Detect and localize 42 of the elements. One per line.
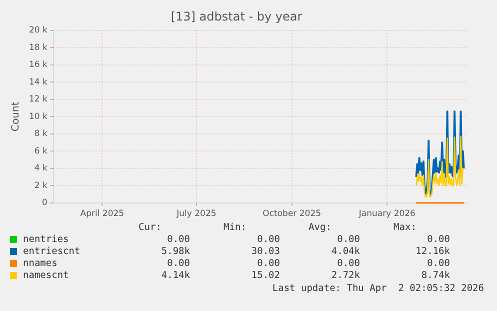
y-tick-label: 4 k	[34, 164, 48, 174]
text: 2.72k	[330, 270, 360, 282]
legend-label: nentries	[23, 234, 69, 245]
legend-label: entriescnt	[23, 246, 80, 257]
text: 0.00	[256, 234, 280, 246]
y-tick-label: 12 k	[28, 94, 48, 105]
y-tick-label: 10 k	[28, 112, 48, 122]
text: Cur:	[138, 222, 162, 234]
x-tick-label: October 2025	[262, 209, 322, 220]
x-tick-label: July 2025	[176, 209, 216, 220]
legend-label: namescnt	[23, 270, 69, 281]
y-tick-label: 16 k	[28, 60, 48, 70]
y-tick-label: 2 k	[34, 180, 48, 191]
text: 0.00	[336, 234, 360, 246]
text: 0.00	[256, 258, 280, 270]
y-tick-label: 14 k	[28, 77, 48, 88]
text: 4.04k	[330, 246, 360, 258]
text: Last update: Thu Apr 2 02:05:32 2026	[272, 283, 484, 294]
text: 5.98k	[160, 246, 190, 258]
text: Max:	[392, 222, 418, 234]
text: 15.02	[250, 270, 280, 282]
text: 0.00	[426, 258, 450, 270]
text: Avg:	[308, 222, 332, 234]
text: Min:	[222, 222, 248, 234]
text: 0.00	[166, 258, 190, 270]
text: 12.16k	[414, 246, 450, 258]
text: 4.14k	[160, 270, 190, 282]
y-tick-label: 20 k	[28, 26, 48, 36]
text: 0.00	[166, 234, 190, 246]
y-tick-label: 18 k	[28, 42, 48, 53]
y-tick-label: 6 k	[34, 146, 48, 156]
y-axis-title: Count	[10, 102, 22, 132]
chart-title: [13] adbstat - by year	[170, 9, 302, 24]
text: 30.03	[250, 246, 280, 258]
text: 0.00	[336, 258, 360, 270]
x-tick-label: January 2026	[358, 209, 416, 220]
y-tick-label: 8 k	[34, 129, 48, 140]
text: 8.74k	[420, 270, 450, 282]
y-tick-label: 0	[42, 198, 48, 208]
legend-label: nnames	[23, 258, 58, 269]
text: 0.00	[426, 234, 450, 246]
x-tick-label: April 2025	[80, 209, 124, 220]
